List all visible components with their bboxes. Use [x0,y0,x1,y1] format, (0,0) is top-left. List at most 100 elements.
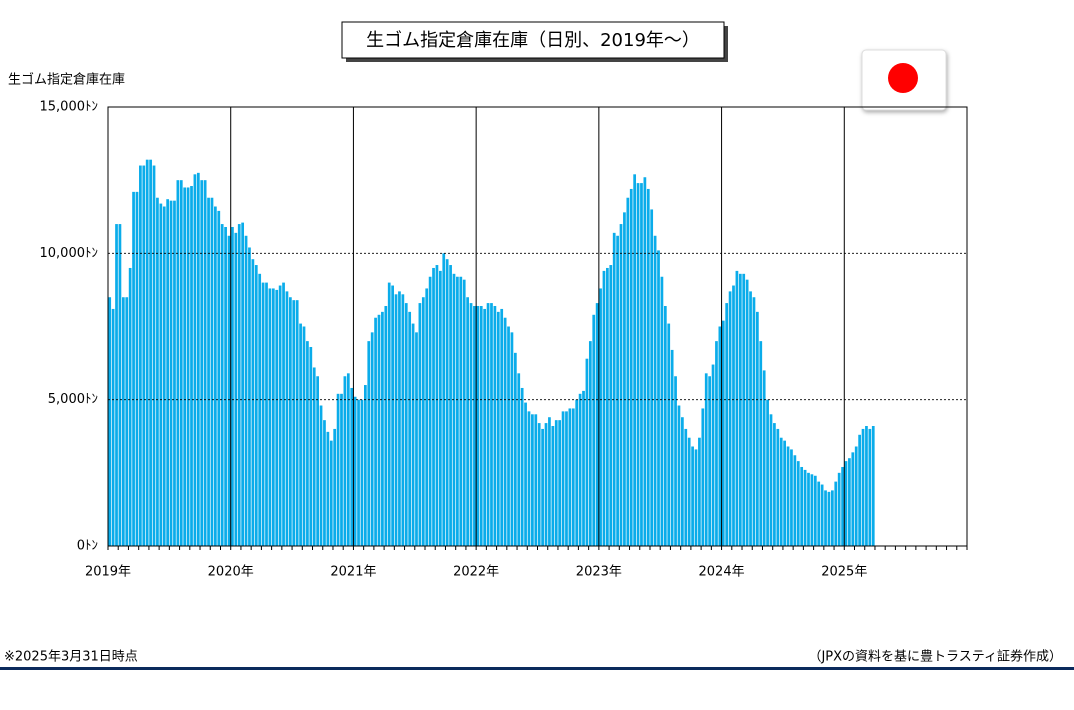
bar [425,288,429,546]
bar [128,267,132,546]
bar [687,437,691,546]
bar [326,431,330,546]
bar [841,466,844,546]
bar [691,446,694,546]
bar [248,247,251,547]
bar [241,222,245,546]
bar [660,276,664,546]
bar [442,253,446,547]
bar [115,224,118,547]
bar [837,472,841,546]
bar [132,191,135,546]
bar [363,385,367,546]
bar [418,303,422,546]
bar [145,159,149,546]
x-tick-label: 2022年 [453,565,499,580]
bar [179,180,183,546]
bar [541,428,544,546]
bar [258,273,262,546]
bar [663,306,667,546]
bar [783,440,786,546]
bar [162,206,166,547]
bar [725,303,729,546]
bar [333,428,337,546]
bar [231,226,234,546]
y-tick-label: 5,000ﾄﾝ [48,392,98,407]
bar [350,387,354,546]
bar [159,203,163,546]
bar [548,417,551,546]
bar [721,320,725,546]
bar [759,341,763,546]
source: （JPXの資料を基に豊トラスティ証券作成） [808,649,1062,665]
bar [704,373,708,546]
bar [449,265,452,546]
bar [404,303,408,546]
bar [698,437,701,546]
bar [265,282,268,546]
bar [544,423,548,546]
bar [568,408,572,546]
bar [830,490,834,546]
bar [527,411,531,546]
bar [428,276,432,546]
bar [534,414,538,546]
bar [718,326,722,546]
bar [108,297,112,546]
bar [640,183,643,547]
bar [469,303,473,546]
bar [207,197,210,546]
bar [261,282,265,546]
bar [786,446,790,546]
bar [183,187,187,546]
bar [462,279,466,546]
bar [227,235,231,547]
bar [490,303,493,546]
bar [391,285,394,546]
bar [336,393,340,546]
bar [343,376,347,546]
bar [210,197,214,546]
bar [854,446,858,546]
bar [459,276,463,546]
flag-circle [888,63,918,93]
x-tick-label: 2021年 [330,565,376,580]
bar [353,396,357,546]
note: ※2025年3月31日時点 [4,650,138,665]
bar [626,197,630,546]
bar [152,165,156,547]
bar [500,308,504,546]
bar [271,288,275,546]
title-box [341,21,725,59]
bar [524,402,527,546]
bar [306,341,309,546]
bar [377,314,381,546]
bar [323,420,326,546]
bar [667,323,671,546]
bar [370,332,374,546]
bar [415,332,418,546]
bar [561,411,565,546]
bar [810,474,814,546]
bar [466,297,469,546]
footer-rule [0,667,1074,670]
bar [135,191,139,546]
bar [670,349,674,546]
bar [588,341,592,546]
bar [278,285,282,546]
bar [571,408,575,546]
bar [381,311,384,546]
bar [309,346,313,546]
bar [217,210,221,546]
bar [851,452,855,546]
bar [438,270,442,546]
bar [237,224,241,547]
plot-border [107,106,968,547]
bar [166,199,170,546]
bar [401,294,405,546]
bar [599,288,602,546]
bar [254,265,258,546]
bar [156,197,159,546]
bar [711,364,715,546]
bar [169,200,173,547]
